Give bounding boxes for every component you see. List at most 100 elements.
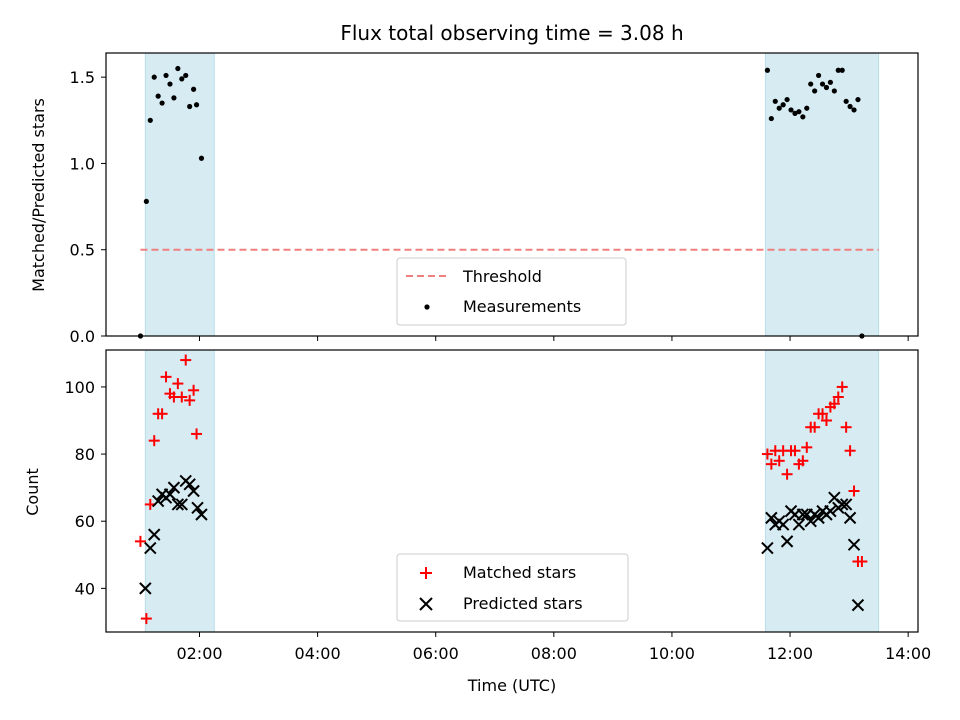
legend-measurements-label: Measurements <box>463 297 581 316</box>
matched-star-point <box>856 556 868 567</box>
measurement-point <box>784 96 790 103</box>
predicted-star-point <box>765 511 778 525</box>
marker-stroke <box>187 484 200 498</box>
predicted-star-point <box>175 498 188 511</box>
predicted-star-point <box>144 541 157 555</box>
measurement-point <box>155 93 161 99</box>
y-tick-label: 0.5 <box>70 241 95 260</box>
x-ticks-bottom: 02:00 04:00 06:00 08:00 10:00 12:00 14:00 <box>176 632 931 663</box>
legend-measurements-swatch <box>424 304 430 310</box>
shaded-interval <box>764 52 880 337</box>
y-tick-label: 40 <box>75 579 95 598</box>
predicted-star-point <box>824 504 837 518</box>
matched-star-point <box>184 394 196 406</box>
measurement-point <box>768 115 774 122</box>
marker-stroke <box>148 528 161 541</box>
matched-star-point <box>172 378 184 390</box>
predicted-star-point <box>780 535 794 548</box>
measurement-point <box>800 114 806 120</box>
chart-title: Flux total observing time = 3.08 h <box>340 21 683 45</box>
matched-star-point <box>156 408 168 420</box>
predicted-star-point <box>847 538 861 551</box>
predicted-star-point <box>148 528 161 541</box>
matched-star-point <box>148 435 160 447</box>
matched-star-point <box>844 445 856 457</box>
measurement-points <box>137 65 865 339</box>
ratio-panel: 0.0 0.5 1.0 1.5 Matched/Predicted stars Thr… <box>29 52 919 346</box>
measurement-point <box>167 81 173 87</box>
matched-star-point <box>773 455 785 467</box>
marker-stroke <box>792 518 806 531</box>
measurement-point <box>815 72 822 79</box>
measurement-point <box>187 103 193 110</box>
marker-stroke <box>804 515 817 528</box>
matched-star-point <box>180 354 192 366</box>
matched-star-point <box>140 613 152 625</box>
measurement-point <box>796 109 802 115</box>
measurement-point <box>772 98 778 104</box>
marker-stroke <box>824 504 837 518</box>
marker-stroke <box>139 582 152 595</box>
marker-stroke <box>780 535 794 548</box>
count-points <box>134 354 868 625</box>
predicted-star-point <box>839 498 853 511</box>
legend-predicted-label: Predicted stars <box>463 594 583 613</box>
matched-star-point <box>801 441 813 453</box>
x-axis-label: Time (UTC) <box>467 676 556 695</box>
marker-stroke <box>151 494 165 508</box>
measurement-point <box>776 105 782 111</box>
shaded-interval <box>764 349 880 633</box>
matched-star-point <box>832 391 844 403</box>
predicted-star-point <box>163 488 177 501</box>
y-tick-label: 0.0 <box>70 327 95 346</box>
marker-stroke <box>828 491 841 504</box>
legend-threshold-label: Threshold <box>462 267 542 286</box>
x-tick-label: 14:00 <box>885 644 931 663</box>
measurement-point <box>808 81 814 87</box>
predicted-star-point <box>191 501 204 514</box>
measurement-point <box>847 103 853 110</box>
marker-stroke <box>171 498 185 511</box>
measurement-point <box>839 67 845 73</box>
matched-star-point <box>134 535 146 547</box>
marker-stroke <box>796 508 810 521</box>
measurement-point <box>163 72 169 79</box>
measurement-point <box>780 102 786 108</box>
measurement-point <box>851 107 857 113</box>
y-tick-label: 60 <box>75 512 95 531</box>
predicted-star-point <box>761 541 774 555</box>
measurement-point <box>823 84 830 91</box>
legend-bottom: Matched stars Predicted stars <box>396 553 629 622</box>
legend-top: Threshold Measurements <box>396 257 627 326</box>
predicted-star-point <box>776 518 790 531</box>
measurement-point <box>151 74 157 80</box>
x-tick-label: 04:00 <box>295 644 341 663</box>
marker-stroke <box>183 478 196 491</box>
matched-star-point <box>828 398 840 410</box>
predicted-star-point <box>792 518 806 531</box>
measurement-point <box>827 79 834 85</box>
predicted-star-point <box>171 498 185 511</box>
measurement-point <box>764 67 771 73</box>
count-panel: 02:00 04:00 06:00 08:00 10:00 12:00 14:00 40 60… <box>23 349 931 695</box>
marker-stroke <box>761 541 774 555</box>
y-ticks-bottom: 40 60 80 100 <box>64 378 106 598</box>
x-tick-label: 12:00 <box>767 644 813 663</box>
measurement-point <box>193 102 200 108</box>
predicted-star-point <box>187 484 200 498</box>
matched-star-point <box>836 381 848 393</box>
predicted-star-point <box>195 508 208 521</box>
measurement-point <box>788 107 794 113</box>
y-axis-label-top: Matched/Predicted stars <box>29 98 48 292</box>
matched-star-point <box>817 408 829 420</box>
predicted-star-point <box>139 582 152 595</box>
measurement-point <box>198 155 205 161</box>
measurement-point <box>171 95 177 101</box>
marker-stroke <box>847 538 861 551</box>
marker-stroke <box>836 498 849 511</box>
predicted-star-point <box>812 511 825 525</box>
measurement-point <box>143 198 149 205</box>
marker-stroke <box>843 511 857 525</box>
measurement-point <box>175 65 181 72</box>
measurement-point <box>183 72 189 79</box>
